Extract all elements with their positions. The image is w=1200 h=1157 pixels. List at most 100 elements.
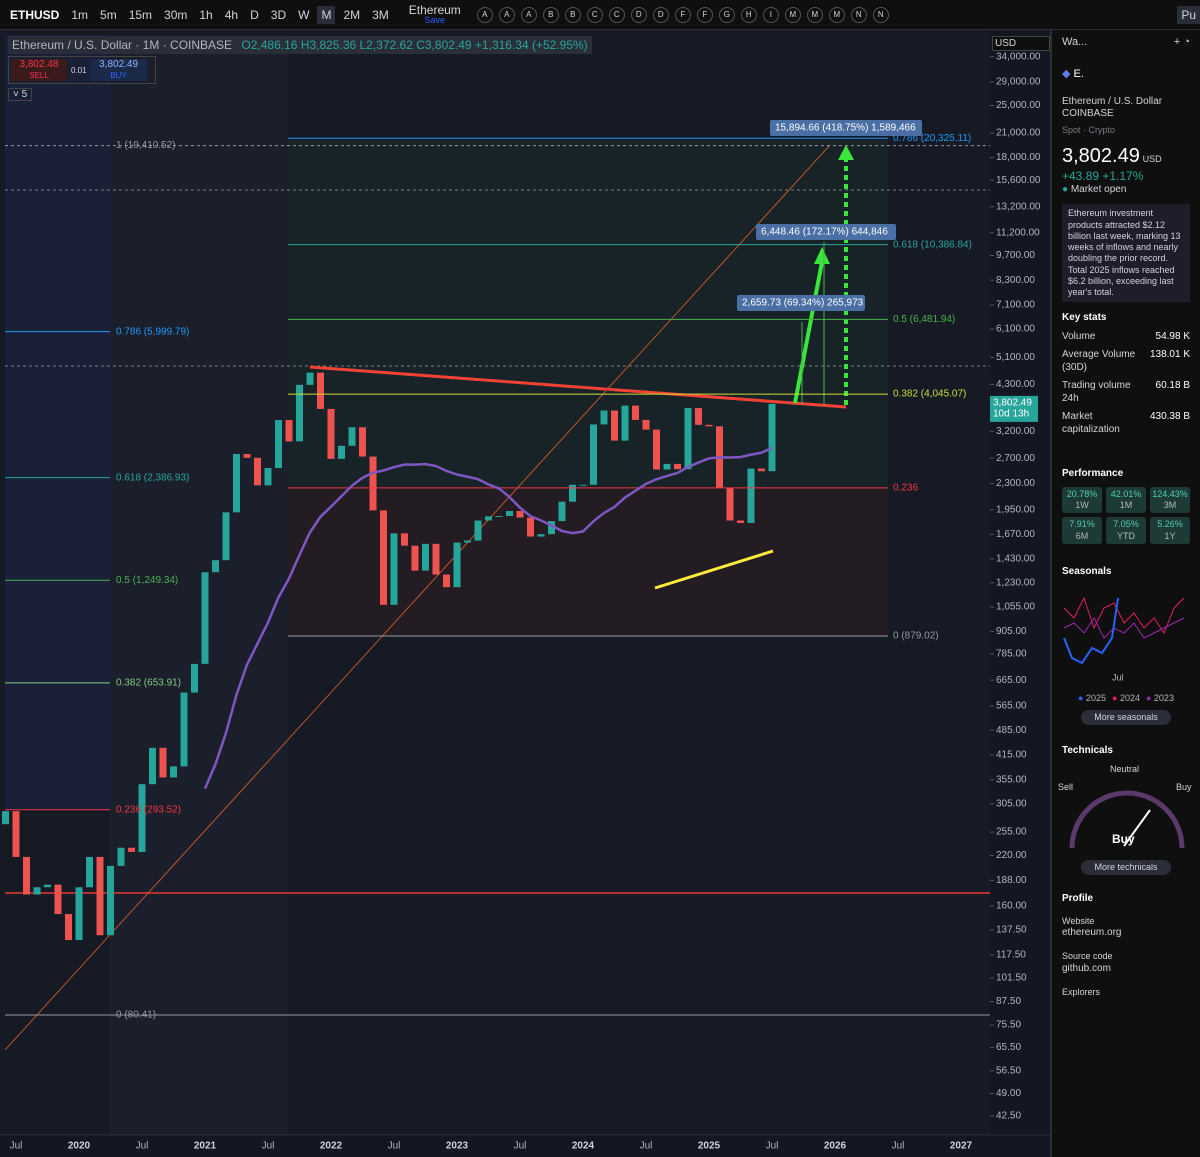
sell-label: SELL <box>29 71 49 80</box>
alert-badge[interactable]: N <box>872 6 889 23</box>
y-tick-label: 415.00 <box>996 750 1027 761</box>
candle <box>33 887 41 895</box>
website[interactable]: ethereum.org <box>1062 926 1122 938</box>
alert-badge[interactable]: I <box>762 6 779 23</box>
candle <box>138 784 146 852</box>
y-tick-label: 3,200.00 <box>996 426 1035 437</box>
candle <box>149 747 156 785</box>
target-label: 15,894.66 (418.75%) 1,589,466 <box>775 123 916 134</box>
interval[interactable]: 15m <box>128 7 153 22</box>
y-tick-label: 220.00 <box>996 850 1027 861</box>
indicators-toggle[interactable]: ˅ 5 <box>8 88 33 101</box>
perf-tile[interactable]: 124.43% 3M <box>1150 486 1190 514</box>
interval[interactable]: 3D <box>270 7 287 22</box>
perf-period: YTD <box>1117 530 1135 541</box>
currency-select[interactable]: USD <box>992 36 1050 51</box>
indicator-count: 5 <box>21 89 28 100</box>
alert-badge[interactable]: C <box>586 6 603 23</box>
alert-badge[interactable]: G <box>718 6 735 23</box>
interval[interactable]: M <box>317 5 336 24</box>
market-status: Market open <box>1070 183 1127 195</box>
source[interactable]: github.com <box>1062 962 1111 974</box>
ohlc: O2,486.16 H3,825.36 L2,372.62 C3,802.49 … <box>241 38 588 52</box>
y-tick-label: 1,950.00 <box>996 504 1035 515</box>
perf-tile[interactable]: 42.01% 1M <box>1106 486 1146 514</box>
symbol-name: Ethereum / U.S. Dollar <box>1062 95 1163 107</box>
stat-row: Trading volume 24h 60.18 B <box>1062 380 1190 405</box>
buy-button[interactable]: 3,802.49 BUY <box>90 59 147 81</box>
layout[interactable]: Ethereum Save <box>405 3 465 27</box>
interval[interactable]: 2M <box>343 7 361 22</box>
alert-badge[interactable]: B <box>542 6 559 23</box>
y-tick-label: 21,000.00 <box>996 128 1041 139</box>
y-tick-label: 305.00 <box>996 798 1027 809</box>
candle <box>495 516 503 518</box>
candle <box>684 408 692 470</box>
fib-label: 0.618 (2,386.93) <box>116 472 189 483</box>
stat-value: 430.38 B <box>1149 411 1190 423</box>
alert-badge[interactable]: A <box>520 6 537 23</box>
season-line <box>1063 617 1185 640</box>
alert-badge[interactable]: F <box>674 6 691 23</box>
x-tick-label: Jul <box>766 1141 779 1152</box>
alert-badge[interactable]: D <box>630 6 647 23</box>
candle <box>747 468 755 523</box>
legend: Ethereum / U.S. Dollar · 1M · COINBASE O… <box>8 36 592 101</box>
alert-badge[interactable]: M <box>806 6 823 23</box>
candle <box>12 811 20 857</box>
alert-badge[interactable]: F <box>696 6 713 23</box>
candle <box>443 574 450 588</box>
publish[interactable]: Pu <box>1177 5 1200 24</box>
stat-name: Market capitalization <box>1062 411 1120 435</box>
y-tick-label: 15,600.00 <box>996 175 1041 186</box>
candle <box>768 403 776 472</box>
y-tick-label: 2,300.00 <box>996 478 1035 489</box>
candle <box>506 511 513 517</box>
alert-badge[interactable]: A <box>498 6 515 23</box>
alert-badge[interactable]: A <box>476 6 493 23</box>
exchange: COINBASE <box>1062 108 1114 119</box>
symbol-title: Ethereum / U.S. Dollar · 1M · COINBASE <box>12 38 233 52</box>
alert-badge[interactable]: H <box>740 6 757 23</box>
news[interactable]: Ethereum investment products attracted $… <box>1062 204 1190 303</box>
alert-badge[interactable]: C <box>608 6 625 23</box>
candle <box>600 410 608 425</box>
more-seasonals[interactable]: More seasonals <box>1081 710 1171 726</box>
perf-tile[interactable]: 7.91% 6M <box>1062 517 1102 544</box>
watchlist[interactable]: Wa... <box>1062 36 1088 48</box>
interval[interactable]: 5m <box>100 7 117 22</box>
alert-badge[interactable]: M <box>784 6 801 23</box>
y-tick-label: 13,200.00 <box>996 201 1041 212</box>
interval[interactable]: 1h <box>199 7 213 22</box>
candle <box>212 560 219 573</box>
interval[interactable]: D <box>250 7 259 22</box>
candle <box>86 856 93 888</box>
alert-badge[interactable]: B <box>564 6 581 23</box>
season-year-label: 2025 <box>1085 692 1107 703</box>
interval[interactable]: 30m <box>164 7 188 22</box>
perf-tile[interactable]: 20.78% 1W <box>1062 486 1102 514</box>
alert-badge[interactable]: D <box>652 6 669 23</box>
symbol[interactable]: ETHUSD <box>10 7 60 22</box>
stat-value: 138.01 K <box>1149 349 1190 361</box>
interval[interactable]: 1m <box>71 7 89 22</box>
perf-tile[interactable]: 5.26% 1Y <box>1150 517 1190 544</box>
season-year: ● 2025 <box>1078 692 1107 703</box>
alert-badge[interactable]: M <box>828 6 845 23</box>
candle <box>695 408 702 425</box>
candle <box>317 372 324 409</box>
sell-button[interactable]: 3,802.48 SELL <box>11 59 67 81</box>
interval[interactable]: W <box>298 7 310 22</box>
fib-label: 0 (80.41) <box>116 1010 156 1021</box>
toolbar: ETHUSD 1m 5m 15m 30m 1h 4h D 3D W M 2M 3M Ethereum Sav… <box>0 0 1200 30</box>
explorers-label: Explorers <box>1062 987 1101 997</box>
more-technicals[interactable]: More technicals <box>1081 859 1171 875</box>
interval[interactable]: 4h <box>224 7 239 22</box>
interval[interactable]: 3M <box>372 7 389 22</box>
fib-label: 0 (879.02) <box>893 631 939 642</box>
alert-badge[interactable]: N <box>850 6 867 23</box>
candle <box>590 424 597 485</box>
price-tag-label: 3,802.49 <box>993 398 1032 409</box>
perf-tile[interactable]: 7.05% YTD <box>1106 517 1146 544</box>
